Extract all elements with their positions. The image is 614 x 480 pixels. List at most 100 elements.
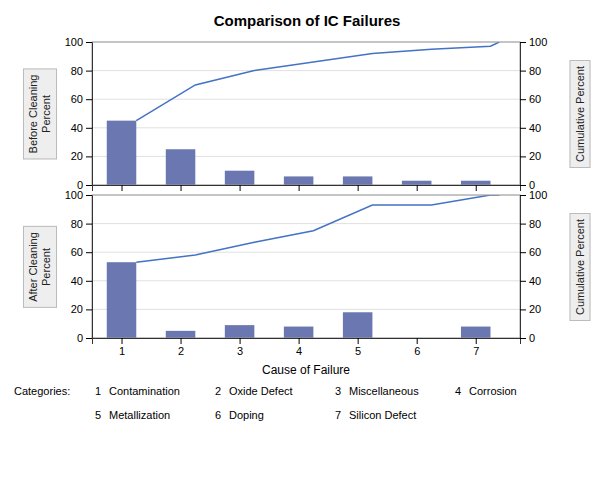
tick: 1 (119, 338, 125, 357)
tick: 6 (414, 338, 420, 357)
tick (358, 185, 359, 191)
annotation: 5 (95, 409, 101, 421)
tick-mark (86, 156, 92, 157)
tick-mark (86, 252, 92, 253)
grid (92, 195, 520, 338)
tick: 20 (71, 303, 92, 315)
tick: 40 (71, 275, 92, 287)
tick: 60 (520, 246, 541, 258)
grid-line (92, 252, 520, 253)
axis-line (521, 196, 527, 339)
tick-mark (86, 338, 92, 339)
tick-mark (520, 309, 526, 310)
tick-mark (122, 338, 123, 344)
tick-mark (86, 128, 92, 129)
tick (299, 185, 300, 191)
tick: 80 (71, 65, 92, 77)
tick-label: 20 (71, 150, 83, 162)
axis-line (521, 43, 527, 186)
tick: 100 (65, 36, 92, 48)
tick-mark (181, 185, 182, 191)
x-axis: 1234567 (93, 338, 521, 357)
axis-line (86, 196, 93, 339)
bar (461, 327, 491, 338)
grid-line (92, 223, 520, 224)
tick (122, 185, 123, 191)
annotation: 1 (95, 385, 101, 397)
tick-mark (240, 338, 241, 344)
y-axis-title: After Cleaning Percent (23, 226, 57, 308)
tick: 5 (355, 338, 361, 357)
chart-container: 020406080100020406080100Comparison of IC… (0, 0, 614, 480)
grid-line (92, 127, 520, 128)
tick (181, 185, 182, 191)
bar (225, 325, 255, 338)
bar (402, 181, 432, 185)
tick-mark (181, 338, 182, 344)
bar (107, 262, 137, 338)
annotation: 6 (215, 409, 221, 421)
tick: 80 (520, 65, 541, 77)
axis-line (93, 186, 521, 192)
bar (107, 121, 137, 185)
tick: 60 (520, 93, 541, 105)
y-axis: 020406080100 (65, 189, 93, 344)
tick: 80 (520, 218, 541, 230)
annotation: 7 (335, 409, 341, 421)
marks (107, 195, 500, 338)
tick-label: 80 (529, 65, 541, 77)
bar (166, 149, 196, 185)
tick-mark (86, 99, 92, 100)
y2-axis-title: Cumulative Percent (570, 213, 591, 321)
tick-mark (417, 185, 418, 191)
tick-mark (476, 338, 477, 344)
cumulative-line (136, 42, 499, 121)
tick-mark (520, 156, 526, 157)
axis-line (86, 43, 93, 186)
cumulative-line (136, 195, 499, 262)
tick: 20 (520, 150, 541, 162)
axis-line (93, 339, 521, 345)
tick-mark (86, 309, 92, 310)
tick: 20 (520, 303, 541, 315)
category-key: Categories:1Contamination2Oxide Defect3M… (14, 385, 517, 421)
panel: 1234567020406080100020406080100 (65, 189, 548, 357)
tick: 4 (296, 338, 302, 357)
tick-label: 20 (71, 303, 83, 315)
tick: 100 (65, 189, 92, 201)
tick: 3 (237, 338, 243, 357)
tick-mark (520, 195, 526, 196)
bar (166, 331, 196, 338)
bar (284, 176, 314, 185)
tick-mark (86, 224, 92, 225)
y-axis: 020406080100 (65, 36, 93, 191)
tick-mark (520, 338, 526, 339)
x-axis (93, 185, 521, 191)
tick-label: 7 (473, 345, 479, 357)
tick-label: 6 (414, 345, 420, 357)
y2-axis-title: Cumulative Percent (570, 60, 591, 168)
tick: 40 (520, 275, 541, 287)
y2-axis: 020406080100 (520, 36, 547, 191)
grid-line (92, 70, 520, 71)
annotation: 2 (215, 385, 221, 397)
tick-mark (520, 71, 526, 72)
tick-mark (520, 281, 526, 282)
tick: 20 (71, 150, 92, 162)
tick-label: 20 (529, 150, 541, 162)
tick-mark (86, 185, 92, 186)
tick: 7 (473, 338, 479, 357)
annotation: 3 (335, 385, 341, 397)
tick (417, 185, 418, 191)
tick-mark (240, 185, 241, 191)
tick-label: 40 (529, 122, 541, 134)
tick: 60 (71, 93, 92, 105)
tick-label: 20 (529, 303, 541, 315)
x-axis-title: Cause of Failure (262, 363, 350, 377)
tick: 40 (520, 122, 541, 134)
tick-label: 100 (529, 36, 547, 48)
tick-label: 60 (71, 246, 83, 258)
tick-label: 60 (529, 93, 541, 105)
annotation: Oxide Defect (229, 385, 293, 397)
grid (92, 42, 520, 185)
